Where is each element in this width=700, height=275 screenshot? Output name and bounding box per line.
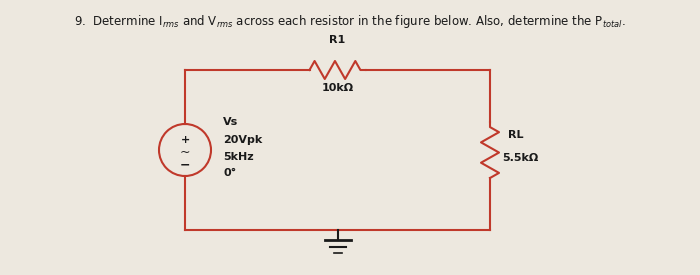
Text: −: −	[180, 158, 190, 172]
Text: R1: R1	[330, 35, 346, 45]
Text: +: +	[181, 135, 190, 145]
Text: RL: RL	[508, 130, 524, 140]
Text: Vs: Vs	[223, 117, 238, 127]
Text: 5.5kΩ: 5.5kΩ	[502, 153, 538, 163]
Text: 9.  Determine I$_{rms}$ and V$_{rms}$ across each resistor in the figure below. : 9. Determine I$_{rms}$ and V$_{rms}$ acr…	[74, 13, 626, 30]
Text: 0°: 0°	[223, 168, 237, 178]
Text: 20Vpk: 20Vpk	[223, 135, 262, 145]
Text: ~: ~	[180, 145, 190, 158]
Text: 10kΩ: 10kΩ	[321, 83, 354, 93]
Text: 5kHz: 5kHz	[223, 152, 253, 162]
